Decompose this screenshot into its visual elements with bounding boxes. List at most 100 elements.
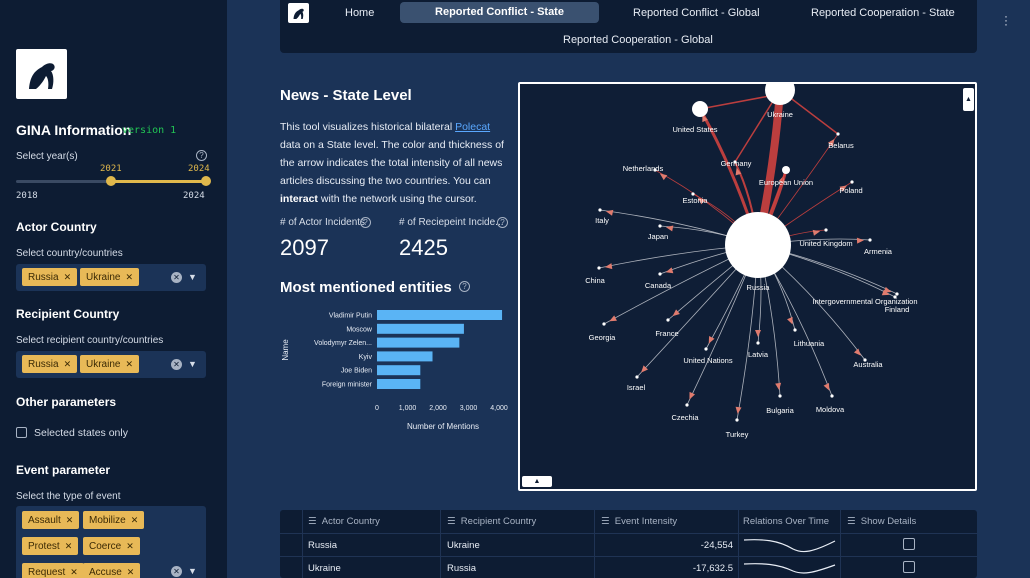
help-icon[interactable]: ?	[196, 150, 207, 161]
network-canvas[interactable]: Russia United States Ukraine Belarus Germany…	[520, 84, 975, 489]
node-label: France	[655, 329, 678, 338]
network-node[interactable]	[653, 168, 657, 172]
network-node[interactable]	[602, 322, 606, 326]
show-details-checkbox[interactable]	[903, 538, 915, 550]
chip-event-protest[interactable]: Protest ✕	[22, 537, 79, 555]
network-node[interactable]	[598, 208, 602, 212]
close-icon[interactable]: ✕	[70, 567, 78, 577]
network-node[interactable]	[850, 180, 854, 184]
chip-event-mobilize[interactable]: Mobilize ✕	[83, 511, 145, 529]
network-node[interactable]	[735, 418, 739, 422]
close-icon[interactable]: ✕	[65, 515, 74, 525]
network-node[interactable]	[733, 160, 737, 164]
collapse-icon[interactable]: ▲	[522, 476, 552, 487]
network-node[interactable]	[765, 84, 795, 105]
network-node[interactable]	[658, 272, 662, 276]
network-node[interactable]	[658, 224, 662, 228]
close-icon[interactable]: ✕	[125, 359, 134, 369]
year-slider-high-thumb[interactable]	[201, 176, 211, 186]
network-node[interactable]	[685, 403, 689, 407]
show-details-checkbox[interactable]	[903, 561, 915, 573]
nav-cooperation-state[interactable]: Reported Cooperation - State	[811, 7, 955, 19]
header-actor-country[interactable]: ☰ Actor Country	[308, 516, 380, 527]
menu-kebab-icon[interactable]: · · ·	[1004, 9, 1008, 31]
chevron-down-icon[interactable]: ▼	[188, 359, 197, 369]
clear-icon[interactable]: ✕	[171, 566, 182, 577]
header-relations-over-time[interactable]: Relations Over Time	[743, 510, 829, 533]
chip-event-request[interactable]: Request ✕	[22, 563, 84, 578]
node-label: Lithuania	[794, 339, 825, 348]
network-node[interactable]	[824, 228, 828, 232]
chip-actor-ukraine[interactable]: Ukraine ✕	[80, 268, 140, 286]
header-event-intensity[interactable]: ☰ Event Intensity	[601, 516, 678, 527]
chevron-down-icon[interactable]: ▼	[188, 566, 197, 576]
node-label: United Nations	[683, 356, 732, 365]
network-node[interactable]	[756, 341, 760, 345]
recipient-multiselect[interactable]: Russia ✕ Ukraine ✕ ✕ ▼	[16, 351, 206, 378]
selected-states-checkbox[interactable]	[16, 427, 27, 438]
bar-label: Foreign minister	[322, 382, 373, 389]
network-node[interactable]	[692, 101, 708, 117]
nav-conflict-state[interactable]: Reported Conflict - State	[400, 2, 599, 23]
close-icon[interactable]: ✕	[126, 567, 135, 577]
nav-cooperation-global[interactable]: Reported Cooperation - Global	[563, 34, 713, 46]
bar[interactable]	[377, 337, 460, 348]
nav-conflict-global[interactable]: Reported Conflict - Global	[633, 7, 760, 19]
network-node[interactable]	[691, 192, 695, 196]
network-node[interactable]	[895, 292, 899, 296]
clear-icon[interactable]: ✕	[171, 359, 182, 370]
description: This tool visualizes historical bilatera…	[280, 118, 510, 208]
help-icon[interactable]: ?	[459, 281, 470, 292]
expand-icon[interactable]: ▲	[963, 88, 974, 111]
actor-multiselect[interactable]: Russia ✕ Ukraine ✕ ✕ ▼	[16, 264, 206, 291]
network-node[interactable]	[782, 166, 790, 174]
bar[interactable]	[377, 365, 421, 376]
close-icon[interactable]: ✕	[126, 541, 134, 551]
network-graph[interactable]: Russia United States Ukraine Belarus Germany…	[518, 82, 977, 491]
close-icon[interactable]: ✕	[63, 272, 72, 282]
chip-label: Ukraine	[86, 359, 121, 370]
network-node[interactable]	[635, 375, 639, 379]
clear-icon[interactable]: ✕	[171, 272, 182, 283]
chip-recipient-ukraine[interactable]: Ukraine ✕	[80, 355, 140, 373]
header-show-details[interactable]: ☰ Show Details	[847, 516, 917, 527]
header-label: Relations Over Time	[743, 516, 830, 527]
network-node[interactable]	[666, 318, 670, 322]
chip-actor-russia[interactable]: Russia ✕	[22, 268, 78, 286]
polecat-link[interactable]: Polecat	[455, 121, 491, 133]
node-russia[interactable]	[725, 212, 791, 278]
help-icon[interactable]: ?	[360, 217, 371, 228]
header-recipient-country[interactable]: ☰ Recipient Country	[447, 516, 537, 527]
bar[interactable]	[377, 323, 464, 334]
row-recipient: Russia	[447, 563, 477, 574]
network-node[interactable]	[778, 394, 782, 398]
bar[interactable]	[377, 379, 421, 389]
network-node[interactable]	[836, 132, 840, 136]
chip-label: Assault	[28, 515, 61, 526]
event-multiselect[interactable]: Assault ✕ Mobilize ✕ Protest ✕ Coerce ✕ Requ…	[16, 506, 206, 578]
nav-logo[interactable]	[288, 3, 309, 23]
version-badge: version 1	[122, 125, 177, 136]
network-node[interactable]	[704, 347, 708, 351]
network-node[interactable]	[793, 328, 797, 332]
bar[interactable]	[377, 351, 433, 362]
close-icon[interactable]: ✕	[64, 541, 73, 551]
network-node[interactable]	[830, 394, 834, 398]
close-icon[interactable]: ✕	[63, 359, 72, 369]
chip-event-assault[interactable]: Assault ✕	[22, 511, 80, 529]
network-node[interactable]	[868, 238, 872, 242]
nav-home[interactable]: Home	[345, 7, 375, 19]
network-node[interactable]	[863, 358, 867, 362]
bar[interactable]	[377, 310, 503, 320]
close-icon[interactable]: ✕	[125, 272, 134, 282]
node-label: Poland	[839, 186, 862, 195]
year-slider-low-thumb[interactable]	[106, 176, 116, 186]
help-icon[interactable]: ?	[497, 217, 508, 228]
close-icon[interactable]: ✕	[130, 515, 139, 525]
chevron-down-icon[interactable]: ▼	[188, 272, 197, 282]
chip-event-accuse[interactable]: Accuse ✕	[83, 563, 141, 578]
network-node[interactable]	[893, 295, 897, 299]
chip-recipient-russia[interactable]: Russia ✕	[22, 355, 78, 373]
chip-event-coerce[interactable]: Coerce ✕	[83, 537, 140, 555]
network-node[interactable]	[597, 266, 601, 270]
